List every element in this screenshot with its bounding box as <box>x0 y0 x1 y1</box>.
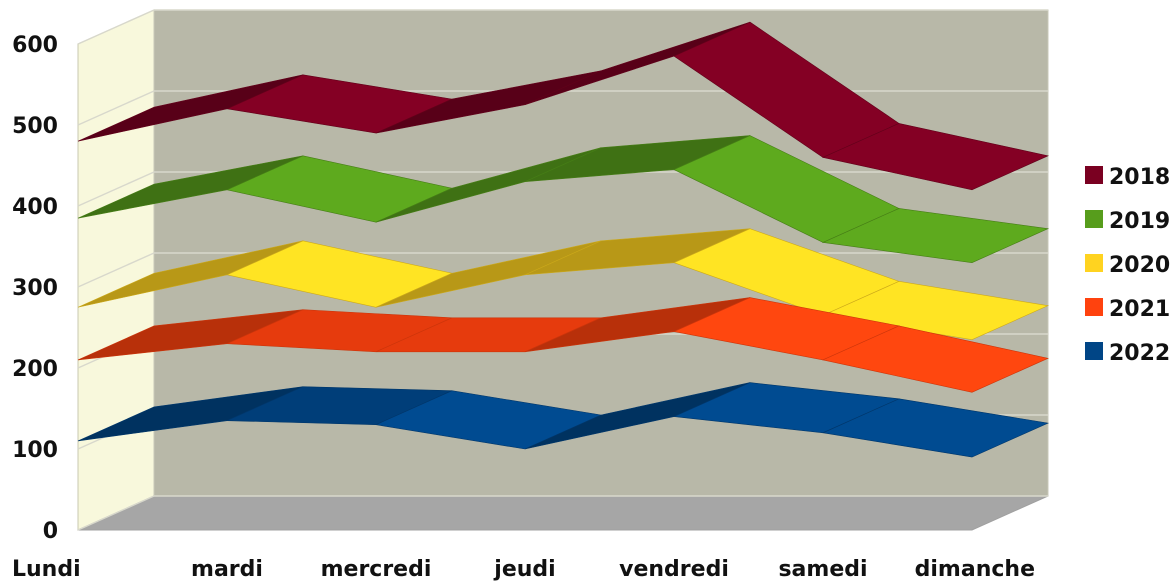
legend-swatch-2018 <box>1085 166 1103 184</box>
category-label: mardi <box>191 557 263 582</box>
legend-swatch-2021 <box>1085 298 1103 316</box>
floor <box>78 496 1048 530</box>
category-label: dimanche <box>915 557 1035 582</box>
category-label: mercredi <box>321 557 432 582</box>
legend-swatch-2022 <box>1085 342 1103 360</box>
legend-label-2018: 2018 <box>1109 165 1170 190</box>
y-tick-label: 400 <box>12 195 58 220</box>
y-tick-label: 100 <box>12 438 58 463</box>
category-label: Lundi <box>12 557 81 582</box>
y-tick-label: 500 <box>12 114 58 139</box>
legend-label-2019: 2019 <box>1109 209 1170 234</box>
y-tick-label: 600 <box>12 33 58 58</box>
category-label: samedi <box>778 557 867 582</box>
y-tick-label: 200 <box>12 357 58 382</box>
y-axis-ticks: 0 100 200 300 400 500 600 <box>12 33 58 544</box>
legend-label-2022: 2022 <box>1109 341 1170 366</box>
legend-label-2020: 2020 <box>1109 253 1170 278</box>
legend-swatch-2020 <box>1085 254 1103 272</box>
y-tick-label: 300 <box>12 276 58 301</box>
legend-swatch-2019 <box>1085 210 1103 228</box>
category-label: jeudi <box>493 557 555 582</box>
x-axis-categories: Lundi mardi mercredi jeudi vendredi samedi dim… <box>12 557 1035 582</box>
legend: 2018 2019 2020 2021 2022 <box>1085 165 1170 366</box>
category-label: vendredi <box>619 557 729 582</box>
y-tick-label: 0 <box>43 519 58 544</box>
legend-label-2021: 2021 <box>1109 297 1170 322</box>
